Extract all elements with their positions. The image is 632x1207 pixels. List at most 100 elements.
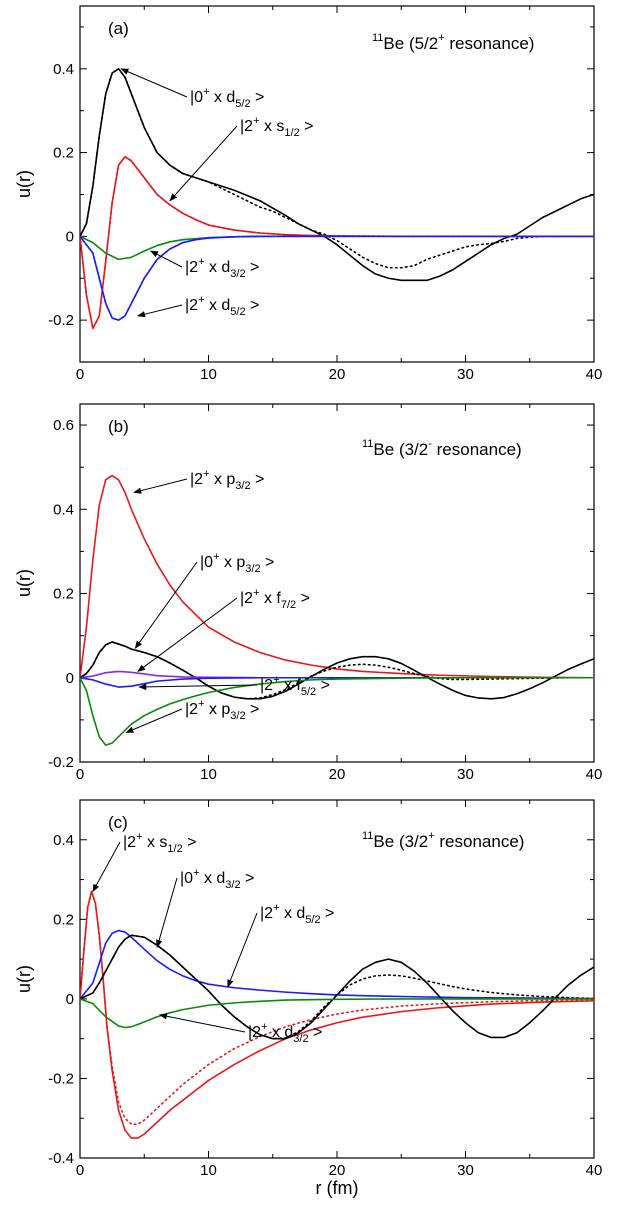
series-line-0-solid — [80, 890, 594, 1139]
title-text: Be (3/2 — [373, 832, 428, 851]
y-tick-label: 0.2 — [53, 586, 74, 603]
series-line-2-solid — [80, 929, 594, 1000]
x-tick-label: 10 — [200, 366, 217, 383]
annotation-arrow — [120, 68, 188, 98]
annotation-arrow — [227, 912, 258, 988]
series-line-4-dotted — [80, 934, 594, 1040]
title-tail: resonance) — [432, 440, 522, 459]
series-line-6-dotted — [80, 235, 594, 321]
annotation-label: |2+ x d3/2 > — [248, 1021, 322, 1045]
series-line-1-solid — [80, 641, 594, 700]
annotation-arrow — [92, 841, 121, 893]
panel-c: 0 10 20 30 40 -0.4 -0.2 0 0.2 0.4 u(r) r (fm) (c) 11B… — [14, 799, 603, 1198]
annotation-arrow — [125, 708, 183, 733]
x-tick-label: 40 — [586, 1162, 603, 1179]
annotation-label: |2+ x f5/2 > — [260, 674, 330, 698]
y-tick-label: 0.4 — [53, 832, 74, 849]
annotation-arrow — [134, 561, 198, 649]
y-tick-label: 0.2 — [53, 145, 74, 162]
y-tick-label: -0.2 — [48, 754, 74, 771]
annotation-arrow — [149, 250, 183, 268]
series-line-2-solid — [80, 155, 594, 330]
annotation-label: |0+ x d5/2 > — [190, 86, 264, 110]
annotation-arrow — [156, 877, 178, 948]
title-tail: resonance) — [445, 34, 535, 53]
x-tick-label: 20 — [329, 1162, 346, 1179]
x-axis-label: r (fm) — [316, 1178, 359, 1198]
y-tick-label: -0.4 — [48, 1150, 74, 1167]
x-tick-label: 40 — [586, 766, 603, 783]
panel-title: 11Be (5/2+ resonance) — [372, 32, 534, 53]
annotation-label: |0+ x d3/2 > — [180, 867, 254, 891]
annotation-arrow — [138, 683, 258, 691]
series-line-1-dotted — [80, 68, 594, 269]
annotation-arrow — [137, 304, 183, 318]
series-line-4-solid — [80, 235, 594, 261]
annotation-label: |0+ x p3/2 > — [200, 551, 274, 575]
x-tick-label: 10 — [200, 1162, 217, 1179]
series-line-4-solid — [80, 676, 594, 688]
y-axis-label: u(r) — [14, 965, 34, 993]
title-parity: + — [438, 32, 444, 44]
series-group — [80, 474, 594, 746]
y-axis-label: u(r) — [14, 170, 34, 198]
annotation-label: |2+ x s1/2 > — [240, 115, 313, 139]
series-line-0-solid — [80, 474, 594, 679]
series-line-5-solid — [80, 998, 594, 1029]
x-tick-label: 40 — [586, 366, 603, 383]
panel-title: 11Be (3/2+ resonance) — [362, 830, 524, 851]
x-tick-label: 0 — [76, 766, 84, 783]
x-tick-label: 10 — [200, 766, 217, 783]
annotation-arrow — [158, 1013, 246, 1033]
panel-label: (c) — [108, 813, 128, 832]
panel-label: (a) — [108, 19, 129, 38]
x-tick-label: 30 — [457, 766, 474, 783]
annotation-label: |2+ x f7/2 > — [240, 587, 310, 611]
series-group — [80, 68, 594, 330]
x-tick-label: 20 — [329, 766, 346, 783]
title-parity: + — [428, 830, 434, 842]
series-line-3-dotted — [80, 155, 594, 330]
x-tick-label: 30 — [457, 1162, 474, 1179]
annotation-label: |2+ x p3/2 > — [190, 468, 264, 492]
y-tick-label: 0.2 — [53, 911, 74, 928]
series-line-1-dotted — [80, 890, 594, 1125]
annotation-arrow — [137, 597, 238, 672]
title-text: Be (3/2 — [373, 440, 428, 459]
annotation-label: |2+ x p3/2 > — [185, 698, 259, 722]
y-tick-label: -0.2 — [48, 1070, 74, 1087]
series-line-0-solid — [80, 68, 594, 282]
title-parity: - — [428, 438, 432, 450]
title-text: Be (5/2 — [383, 34, 438, 53]
plot-frame — [79, 799, 595, 1159]
annotation-arrow — [133, 478, 188, 494]
panel-b: 0 10 20 30 40-0.200.20.40.6u(r)(b)11Be (3/2-… — [14, 403, 603, 783]
annotation-label: |2+ x s1/2 > — [123, 831, 196, 855]
title-mass: 11 — [372, 32, 383, 44]
title-tail: resonance) — [435, 832, 525, 851]
annotation-label: |2+ x d5/2 > — [260, 902, 334, 926]
y-tick-label: -0.2 — [48, 312, 74, 329]
y-tick-label: 0.4 — [53, 61, 74, 78]
x-tick-label: 0 — [76, 366, 84, 383]
title-mass: 11 — [362, 830, 373, 842]
annotation-label: |2+ x d5/2 > — [185, 294, 259, 318]
x-tick-label: 30 — [457, 366, 474, 383]
plot-frame — [79, 5, 595, 363]
y-tick-label: 0 — [66, 991, 74, 1008]
series-line-2-dotted — [80, 641, 594, 700]
y-axis-label: u(r) — [14, 569, 34, 597]
annotation-arrow — [169, 125, 238, 202]
annotation-label: |2+ x d3/2 > — [185, 256, 259, 280]
series-group — [80, 890, 594, 1139]
panel-label: (b) — [108, 417, 129, 436]
y-tick-label: 0.4 — [53, 501, 74, 518]
title-mass: 11 — [362, 438, 373, 450]
x-tick-label: 0 — [76, 1162, 84, 1179]
y-tick-label: 0 — [66, 228, 74, 245]
y-tick-label: 0 — [66, 670, 74, 687]
panel-a: 0 10 20 30 40 -0.2 0 0.2 0.4 u(r) (a) 11Be (5/2+ re… — [14, 5, 603, 383]
panel-title: 11Be (3/2- resonance) — [362, 438, 522, 459]
series-line-5-solid — [80, 676, 594, 746]
